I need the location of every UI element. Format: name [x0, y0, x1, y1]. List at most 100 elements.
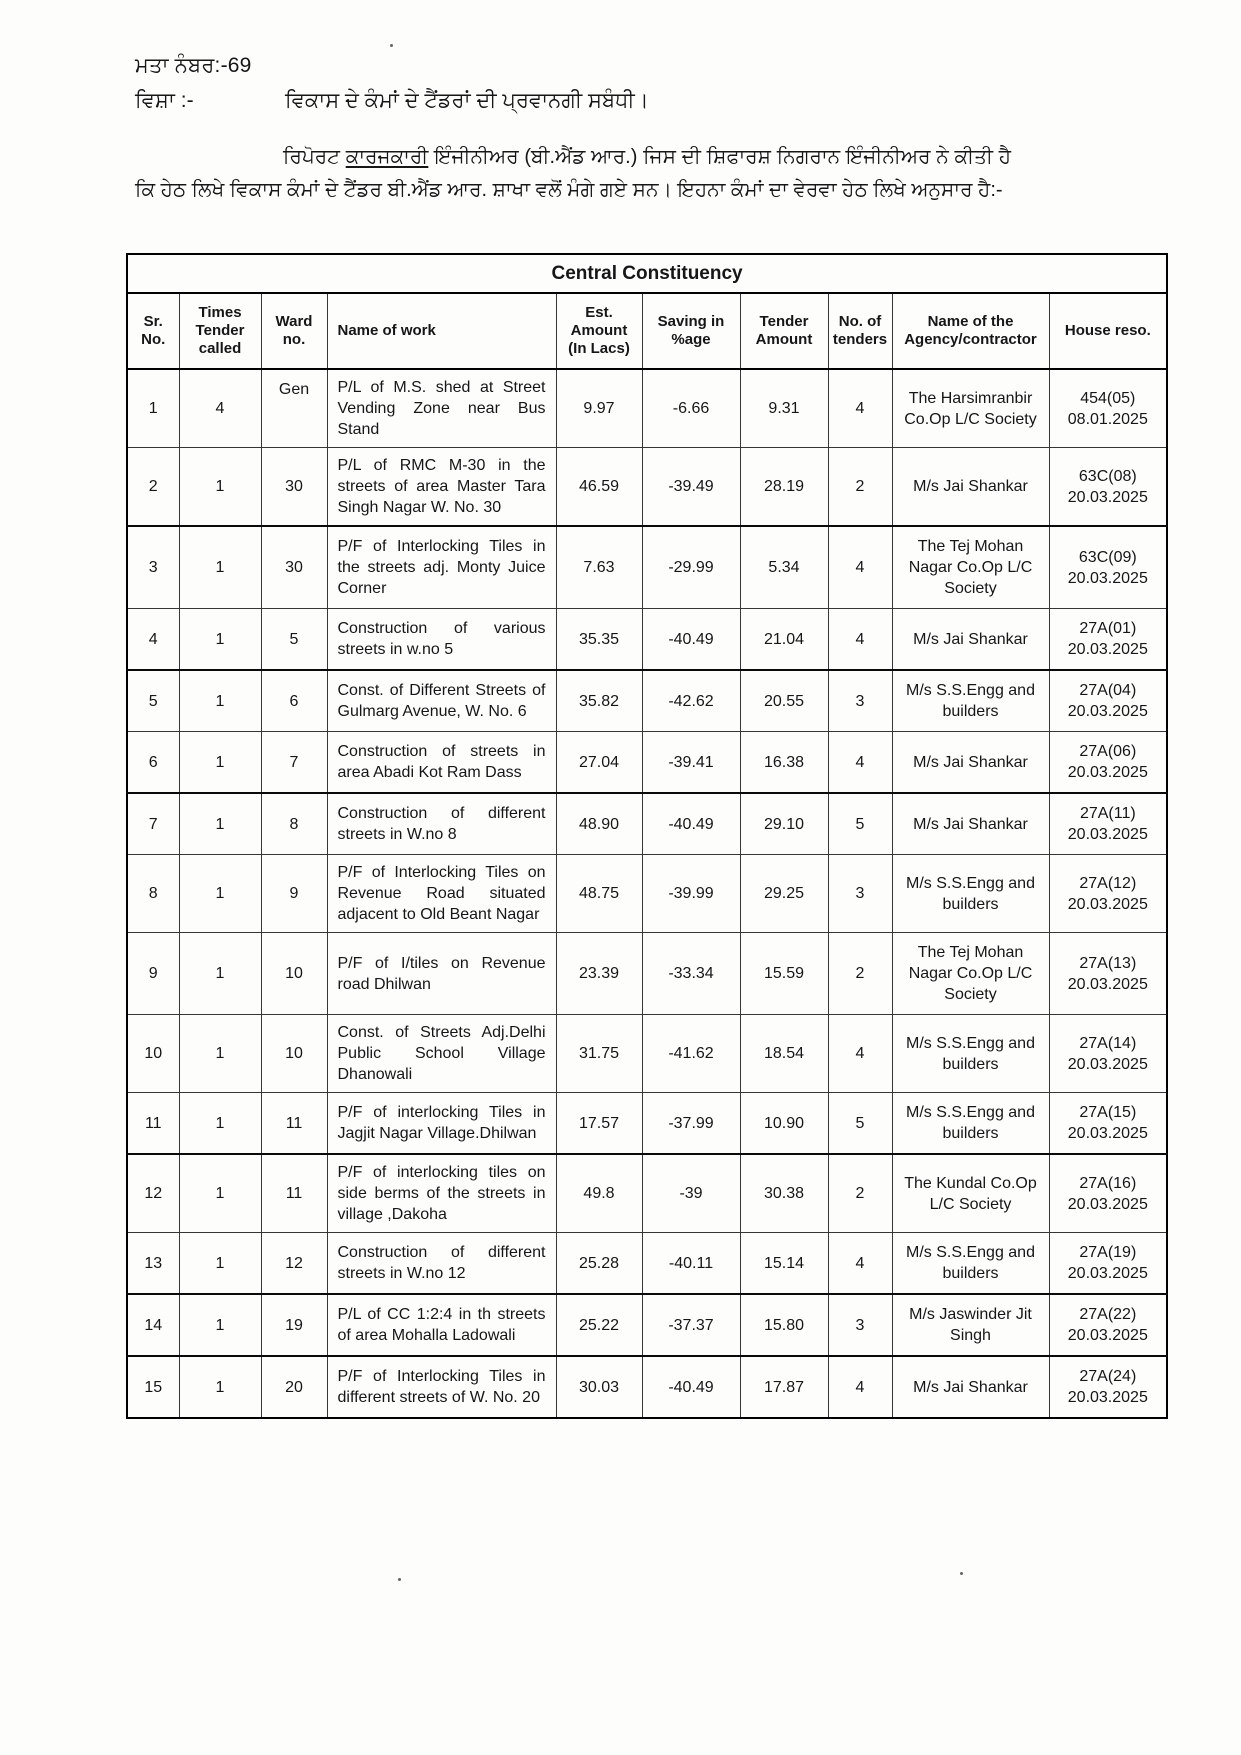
cell-times: 1: [178, 1293, 262, 1357]
cell-work: Construction of various streets in w.no …: [326, 608, 557, 671]
cell-house: 27A(14) 20.03.2025: [1048, 1014, 1168, 1093]
column-header-est: Est. Amount (In Lacs): [555, 292, 643, 370]
cell-tender: 29.10: [739, 792, 829, 855]
cell-ward: 10: [260, 1014, 328, 1093]
cell-sr: 9: [126, 932, 180, 1015]
cell-sr: 8: [126, 854, 180, 933]
cell-agency: M/s Jai Shankar: [891, 1355, 1050, 1419]
cell-tender: 5.34: [739, 525, 829, 609]
cell-tender: 29.25: [739, 854, 829, 933]
cell-house: 27A(19) 20.03.2025: [1048, 1232, 1168, 1295]
cell-work: Const. of Different Streets of Gulmarg A…: [326, 669, 557, 732]
cell-est: 31.75: [555, 1014, 643, 1093]
cell-saving: -6.66: [641, 368, 741, 448]
cell-sr: 15: [126, 1355, 180, 1419]
cell-times: 1: [178, 854, 262, 933]
table-row: 2 1 30 P/L of RMC M-30 in the streets of ar…: [126, 447, 1168, 527]
cell-sr: 14: [126, 1293, 180, 1357]
cell-num: 4: [827, 731, 893, 794]
table-row: 4 1 5 Construction of various streets in w.…: [126, 608, 1168, 671]
cell-times: 1: [178, 792, 262, 855]
cell-times: 1: [178, 608, 262, 671]
cell-ward: 20: [260, 1355, 328, 1419]
cell-num: 4: [827, 368, 893, 448]
cell-house: 27A(13) 20.03.2025: [1048, 932, 1168, 1015]
cell-sr: 1: [126, 368, 180, 448]
cell-tender: 20.55: [739, 669, 829, 732]
cell-times: 1: [178, 932, 262, 1015]
cell-agency: M/s Jai Shankar: [891, 447, 1050, 527]
cell-work: P/F of Interlocking Tiles in different s…: [326, 1355, 557, 1419]
cell-agency: The Harsimranbir Co.Op L/C Society: [891, 368, 1050, 448]
cell-agency: M/s S.S.Engg and builders: [891, 854, 1050, 933]
subject-line: ਵਿਸ਼ਾ :- ਵਿਕਾਸ ਦੇ ਕੰਮਾਂ ਦੇ ਟੈਂਡਰਾਂ ਦੀ ਪ੍…: [135, 89, 1015, 113]
cell-sr: 10: [126, 1014, 180, 1093]
scan-artifact-dot: [960, 1572, 963, 1575]
table-header-row: Sr. No. Times Tender called Ward no. Name o…: [126, 292, 1168, 370]
cell-house: 27A(06) 20.03.2025: [1048, 731, 1168, 794]
table-row: 1 4 Gen P/L of M.S. shed at Street Vending …: [126, 368, 1168, 448]
cell-house: 27A(12) 20.03.2025: [1048, 854, 1168, 933]
cell-est: 27.04: [555, 731, 643, 794]
scan-artifact-dot: [390, 44, 393, 47]
cell-sr: 11: [126, 1092, 180, 1155]
table-row: 15 1 20 P/F of Interlocking Tiles in differ…: [126, 1355, 1168, 1419]
cell-agency: M/s Jai Shankar: [891, 792, 1050, 855]
cell-agency: M/s S.S.Engg and builders: [891, 1014, 1050, 1093]
cell-saving: -37.37: [641, 1293, 741, 1357]
cell-agency: M/s S.S.Engg and builders: [891, 1232, 1050, 1295]
column-header-agency: Name of the Agency/contractor: [891, 292, 1050, 370]
cell-saving: -29.99: [641, 525, 741, 609]
cell-sr: 6: [126, 731, 180, 794]
cell-sr: 4: [126, 608, 180, 671]
cell-work: P/F of Interlocking Tiles in the streets…: [326, 525, 557, 609]
document-header: ਮਤਾ ਨੰਬਰ:-69 ਵਿਸ਼ਾ :- ਵਿਕਾਸ ਦੇ ਕੰਮਾਂ ਦੇ …: [135, 54, 1015, 207]
cell-ward: Gen: [260, 368, 328, 448]
table-row: 8 1 9 P/F of Interlocking Tiles on Revenue …: [126, 854, 1168, 933]
table-row: 5 1 6 Const. of Different Streets of Gulmar…: [126, 669, 1168, 732]
cell-num: 4: [827, 1355, 893, 1419]
tenders-table: Central Constituency Sr. No. Times Tender…: [126, 253, 1169, 1419]
column-header-tender: Tender Amount: [739, 292, 829, 370]
cell-times: 1: [178, 1014, 262, 1093]
column-header-ward: Ward no.: [260, 292, 328, 370]
cell-est: 49.8: [555, 1153, 643, 1233]
cell-agency: The Kundal Co.Op L/C Society: [891, 1153, 1050, 1233]
cell-house: 27A(15) 20.03.2025: [1048, 1092, 1168, 1155]
cell-work: P/L of M.S. shed at Street Vending Zone …: [326, 368, 557, 448]
cell-work: P/F of interlocking Tiles in Jagjit Naga…: [326, 1092, 557, 1155]
cell-sr: 5: [126, 669, 180, 732]
cell-ward: 11: [260, 1092, 328, 1155]
cell-house: 27A(22) 20.03.2025: [1048, 1293, 1168, 1357]
cell-times: 1: [178, 1153, 262, 1233]
cell-ward: 10: [260, 932, 328, 1015]
table-row: 3 1 30 P/F of Interlocking Tiles in the str…: [126, 525, 1168, 609]
cell-agency: M/s Jai Shankar: [891, 608, 1050, 671]
cell-tender: 15.59: [739, 932, 829, 1015]
cell-num: 4: [827, 1014, 893, 1093]
cell-tender: 9.31: [739, 368, 829, 448]
subject-label: ਵਿਸ਼ਾ :-: [135, 89, 194, 112]
cell-house: 27A(24) 20.03.2025: [1048, 1355, 1168, 1419]
cell-num: 2: [827, 447, 893, 527]
cell-agency: M/s S.S.Engg and builders: [891, 669, 1050, 732]
column-header-house: House reso.: [1048, 292, 1168, 370]
cell-saving: -40.11: [641, 1232, 741, 1295]
cell-tender: 18.54: [739, 1014, 829, 1093]
cell-work: Construction of different streets in W.n…: [326, 792, 557, 855]
cell-saving: -39.99: [641, 854, 741, 933]
cell-saving: -40.49: [641, 608, 741, 671]
cell-est: 23.39: [555, 932, 643, 1015]
cell-tender: 15.80: [739, 1293, 829, 1357]
paragraph-rest: ਇੰਜੀਨੀਅਰ (ਬੀ.ਐਂਡ ਆਰ.) ਜਿਸ ਦੀ ਸ਼ਿਫਾਰਸ਼ ਨਿ…: [135, 146, 1011, 201]
cell-house: 27A(16) 20.03.2025: [1048, 1153, 1168, 1233]
cell-work: Construction of different streets in W.n…: [326, 1232, 557, 1295]
table-title: Central Constituency: [126, 253, 1168, 294]
cell-times: 1: [178, 525, 262, 609]
cell-agency: M/s Jaswinder Jit Singh: [891, 1293, 1050, 1357]
cell-times: 1: [178, 1232, 262, 1295]
cell-tender: 15.14: [739, 1232, 829, 1295]
paragraph-underlined-word: ਕਾਰਜਕਾਰੀ: [345, 146, 429, 168]
cell-saving: -39.49: [641, 447, 741, 527]
cell-sr: 12: [126, 1153, 180, 1233]
